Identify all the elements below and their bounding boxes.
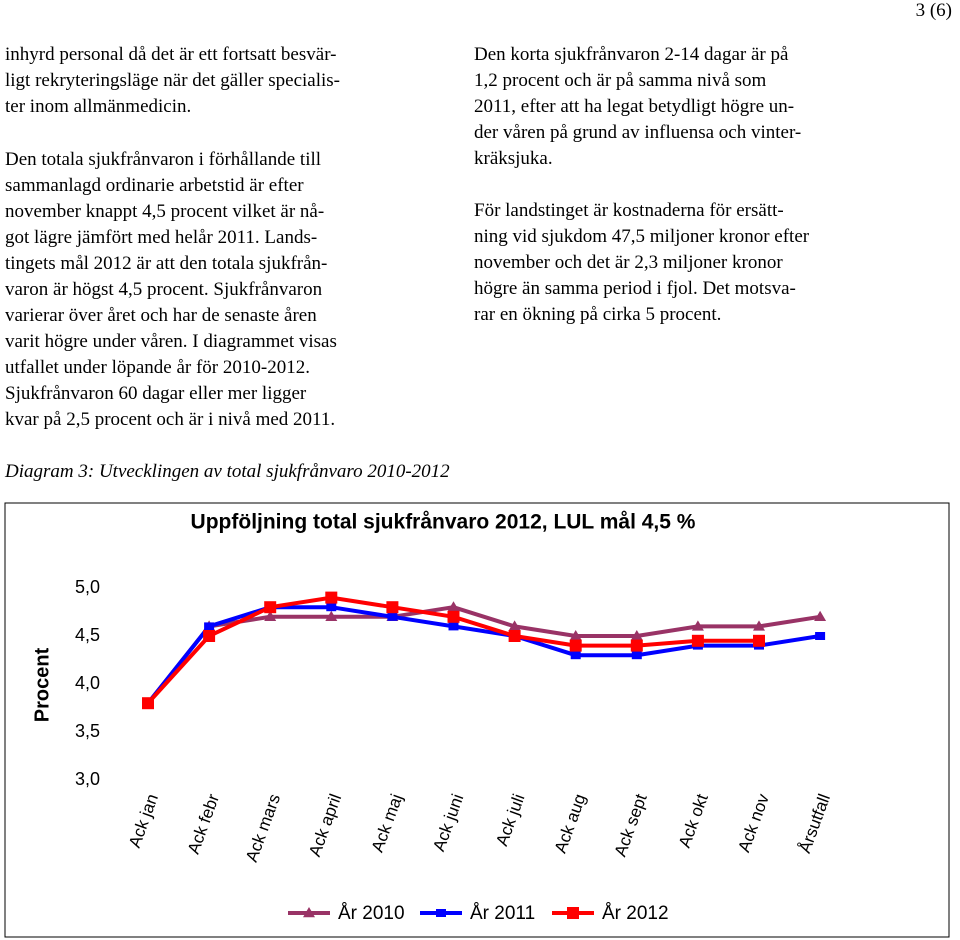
- marker: [631, 651, 642, 660]
- marker: [691, 620, 704, 631]
- x-tick-label: Ack febr: [184, 791, 223, 856]
- marker: [508, 620, 521, 631]
- marker: [264, 610, 277, 621]
- text-line: varon är högst 4,5 procent. Sjukfrånvaro…: [5, 279, 323, 300]
- marker: [508, 630, 521, 642]
- text-line: november och det är 2,3 miljoner kronor: [474, 252, 783, 273]
- text-line: ligt rekryteringsläge när det gäller spe…: [5, 70, 341, 91]
- text-line: ning vid sjukdom 47,5 miljoner kronor ef…: [474, 226, 810, 247]
- marker: [203, 630, 216, 642]
- y-tick-label: 4,0: [75, 673, 100, 693]
- chart-title: Uppföljning total sjukfrånvaro 2012, LUL…: [191, 511, 696, 534]
- marker: [814, 610, 827, 621]
- text-line: Den korta sjukfrånvaron 2-14 dagar är på: [474, 44, 789, 65]
- text-line: november knappt 4,5 procent vilket är nå…: [5, 201, 325, 222]
- marker: [142, 697, 154, 710]
- text-line: 1,2 procent och är på samma nivå som: [474, 70, 767, 91]
- marker: [815, 632, 826, 640]
- x-tick-label: Årsutfall: [795, 791, 834, 855]
- text-line: tingets mål 2012 är att den totala sjukf…: [5, 253, 328, 274]
- text-line: högre än samma period i fjol. Det motsva…: [474, 278, 796, 299]
- text-line: För landstinget är kostnaderna för ersät…: [474, 200, 784, 221]
- text-line: der våren på grund av influensa och vint…: [474, 122, 802, 143]
- text-line: kräksjuka.: [474, 148, 553, 169]
- text-line: Den totala sjukfrånvaron i förhållande t…: [5, 149, 322, 170]
- legend-marker: [436, 909, 446, 917]
- x-tick-label: Ack aug: [551, 791, 590, 855]
- legend-label: År 2012: [602, 903, 669, 924]
- y-axis-label: Procent: [31, 647, 53, 722]
- marker: [325, 591, 338, 604]
- marker: [569, 639, 582, 652]
- text-line: inhyrd personal då det är ett fortsatt b…: [5, 44, 337, 65]
- marker: [569, 630, 582, 641]
- x-tick-label: Ack jan: [125, 791, 162, 850]
- text-line: sammanlagd ordinarie arbetstid är efter: [5, 175, 304, 196]
- marker: [630, 630, 643, 641]
- marker: [630, 639, 643, 652]
- marker: [448, 622, 459, 631]
- marker: [447, 601, 460, 612]
- x-tick-label: Ack juli: [492, 791, 528, 848]
- text-line: kvar på 2,5 procent och är i nivå med 20…: [5, 409, 336, 430]
- marker: [753, 620, 765, 631]
- text-line: ter inom allmänmedicin.: [5, 96, 192, 117]
- marker: [204, 622, 215, 631]
- marker: [447, 610, 460, 623]
- marker: [264, 601, 277, 614]
- legend-label: År 2011: [470, 903, 535, 924]
- text-line: varierar över året och har de senaste år…: [5, 305, 317, 326]
- marker: [691, 634, 704, 647]
- x-tick-label: Ack juni: [429, 791, 467, 853]
- legend-marker: [303, 907, 315, 918]
- x-tick-label: Ack sept: [611, 791, 651, 859]
- legend-label: År 2010: [338, 903, 405, 924]
- text-line: utfallet under löpande år för 2010-2012.: [5, 357, 310, 378]
- caption: Diagram 3: Utvecklingen av total sjukfrå…: [5, 461, 450, 482]
- text-line: varit högre under våren. I diagrammet vi…: [5, 331, 337, 352]
- chart-frame: [4, 502, 950, 938]
- y-tick-label: 5,0: [75, 577, 100, 597]
- text-line: 2011, efter att ha legat betydligt högre…: [474, 96, 795, 117]
- marker: [326, 603, 337, 612]
- text-line: Sjukfrånvaron 60 dagar eller mer ligger: [5, 383, 307, 404]
- marker: [753, 634, 765, 647]
- text-line: got lägre jämfört med helår 2011. Lands-: [5, 227, 318, 248]
- text-line: rar en ökning på cirka 5 procent.: [474, 304, 722, 325]
- marker: [387, 612, 398, 621]
- y-tick-label: 4,5: [75, 625, 100, 645]
- x-tick-label: Ack april: [305, 791, 345, 859]
- legend-marker: [567, 907, 579, 919]
- series-line: [146, 605, 821, 705]
- marker: [386, 601, 399, 614]
- y-tick-label: 3,5: [75, 721, 100, 741]
- x-tick-label: Ack maj: [368, 791, 407, 854]
- x-tick-label: Ack okt: [675, 791, 712, 850]
- marker: [325, 610, 338, 621]
- y-tick-label: 3,0: [75, 769, 100, 789]
- page-number: 3 (6): [915, 0, 952, 21]
- x-tick-label: Ack mars: [242, 791, 284, 864]
- marker: [570, 651, 581, 660]
- x-tick-label: Ack nov: [734, 791, 773, 855]
